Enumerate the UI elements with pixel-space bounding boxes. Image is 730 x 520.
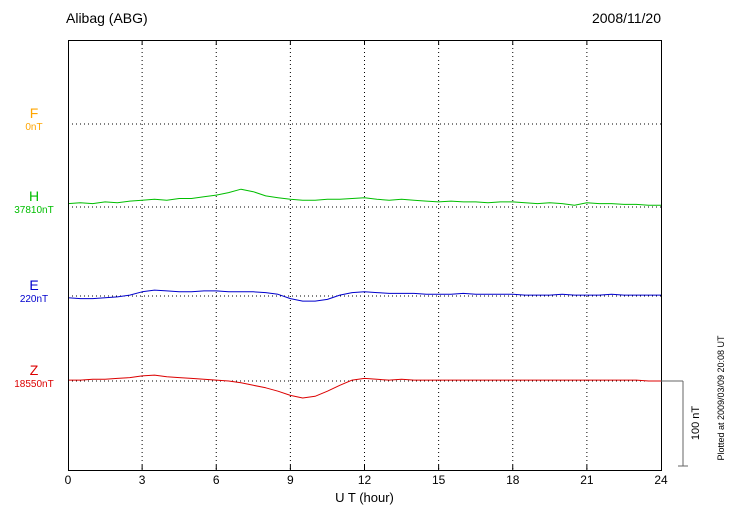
x-axis-title: U T (hour) bbox=[335, 490, 394, 505]
x-tick-label: 9 bbox=[287, 473, 294, 487]
series-letter-Z: Z bbox=[29, 362, 39, 378]
series-baseline-H: 37810nT bbox=[14, 205, 54, 217]
series-baseline-Z: 18550nT bbox=[14, 379, 54, 391]
x-tick-label: 21 bbox=[580, 473, 594, 487]
plot-border bbox=[68, 40, 662, 471]
trace-Z bbox=[68, 374, 661, 399]
station-title: Alibag (ABG) bbox=[66, 10, 148, 26]
x-tick-label: 24 bbox=[654, 473, 668, 487]
series-letter-F: F bbox=[29, 105, 39, 121]
x-tick-label: 12 bbox=[358, 473, 372, 487]
trace-H bbox=[67, 188, 661, 206]
x-tick-label: 15 bbox=[432, 473, 446, 487]
x-tick-label: 6 bbox=[213, 473, 220, 487]
date-label: 2008/11/20 bbox=[591, 10, 661, 26]
x-tick-label: 0 bbox=[65, 473, 72, 487]
plotted-at-note: Plotted at 2009/03/09 20:08 UT bbox=[716, 335, 726, 461]
scale-bar-label: 100 nT bbox=[690, 406, 702, 441]
x-tick-label: 3 bbox=[139, 473, 146, 487]
series-baseline-E: 220nT bbox=[19, 294, 49, 306]
series-label-H: H 37810nT bbox=[4, 188, 64, 217]
series-baseline-F: 0nT bbox=[25, 122, 43, 134]
series-letter-E: E bbox=[29, 277, 39, 293]
x-tick-label: 18 bbox=[506, 473, 520, 487]
trace-E bbox=[67, 289, 661, 302]
series-label-F: F 0nT bbox=[4, 105, 64, 134]
series-letter-H: H bbox=[28, 188, 40, 204]
series-label-Z: Z 18550nT bbox=[4, 362, 64, 391]
series-label-E: E 220nT bbox=[4, 277, 64, 306]
